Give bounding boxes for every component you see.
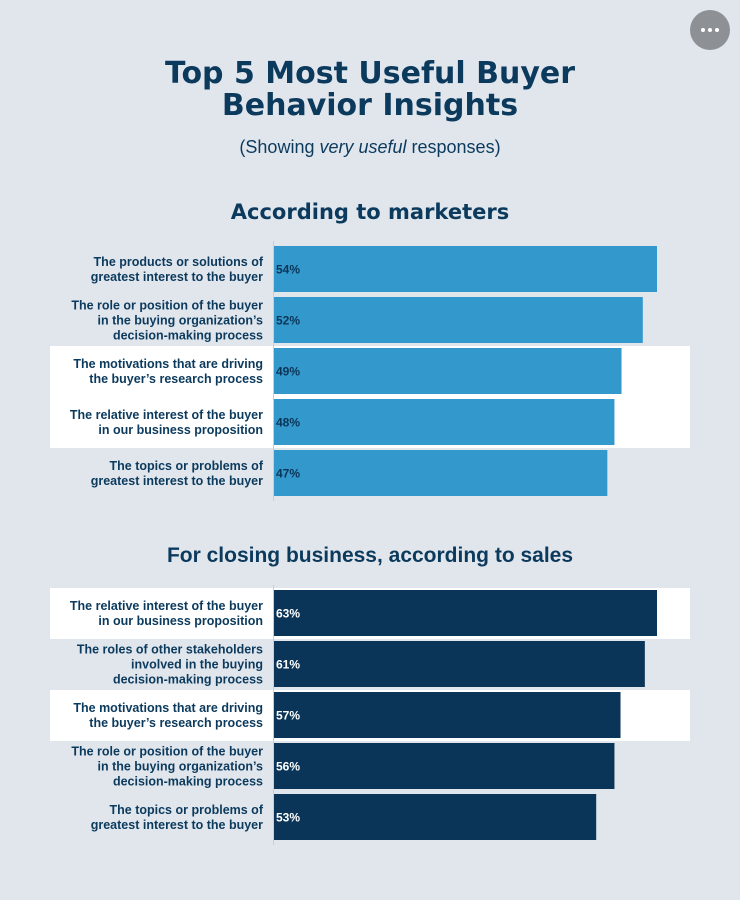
data-label: 52%: [276, 314, 300, 328]
subtitle-after: responses): [406, 137, 501, 157]
data-label: 63%: [276, 607, 300, 621]
category-label: greatest interest to the buyer: [91, 474, 263, 488]
data-label: 61%: [276, 658, 300, 672]
chart-1-title: According to marketers: [230, 200, 510, 224]
bar: [274, 450, 608, 496]
bar: [274, 794, 597, 840]
data-label: 53%: [276, 811, 300, 825]
title-line-1: Top 5 Most Useful Buyer: [164, 56, 576, 91]
category-label: the buyer’s research process: [89, 372, 263, 386]
bar: [274, 692, 621, 738]
data-label: 49%: [276, 365, 300, 379]
category-label: in our business proposition: [98, 614, 263, 628]
category-label: greatest interest to the buyer: [91, 270, 263, 284]
data-label: 54%: [276, 263, 300, 277]
bar: [274, 641, 645, 687]
more-horizontal-icon: [701, 28, 705, 32]
data-label: 56%: [276, 760, 300, 774]
category-label: decision-making process: [113, 329, 263, 343]
category-label: The roles of other stakeholders: [77, 643, 263, 657]
category-label: in the buying organization’s: [97, 314, 263, 328]
category-label: The products or solutions of: [94, 255, 264, 269]
data-label: 47%: [276, 467, 300, 481]
title-line-2: Behavior Insights: [221, 88, 519, 123]
category-label: The relative interest of the buyer: [70, 599, 263, 613]
category-label: The motivations that are driving: [73, 357, 263, 371]
data-label: 48%: [276, 416, 300, 430]
category-label: decision-making process: [113, 775, 263, 789]
bar: [274, 590, 657, 636]
category-label: involved in the buying: [131, 658, 263, 672]
chart-2-title: For closing business, according to sales: [166, 544, 574, 567]
category-label: The topics or problems of: [110, 459, 264, 473]
category-label: in our business proposition: [98, 423, 263, 437]
category-label: The relative interest of the buyer: [70, 408, 263, 422]
category-label: in the buying organization’s: [97, 760, 263, 774]
category-label: decision-making process: [113, 673, 263, 687]
page-title: Top 5 Most Useful Buyer Behavior Insight…: [0, 58, 740, 122]
more-options-button[interactable]: [690, 10, 730, 50]
bar: [274, 246, 657, 292]
category-label: The role or position of the buyer: [71, 745, 263, 759]
bar: [274, 297, 643, 343]
subtitle: (Showing very useful responses): [0, 137, 740, 158]
bar: [274, 348, 622, 394]
subtitle-before: (Showing: [239, 137, 320, 157]
bar: [274, 399, 615, 445]
subtitle-emphasis: very useful: [319, 137, 407, 157]
category-label: greatest interest to the buyer: [91, 818, 263, 832]
category-label: the buyer’s research process: [89, 716, 263, 730]
category-label: The motivations that are driving: [73, 701, 263, 715]
bar: [274, 743, 615, 789]
data-label: 57%: [276, 709, 300, 723]
category-label: The role or position of the buyer: [71, 299, 263, 313]
category-label: The topics or problems of: [110, 803, 264, 817]
